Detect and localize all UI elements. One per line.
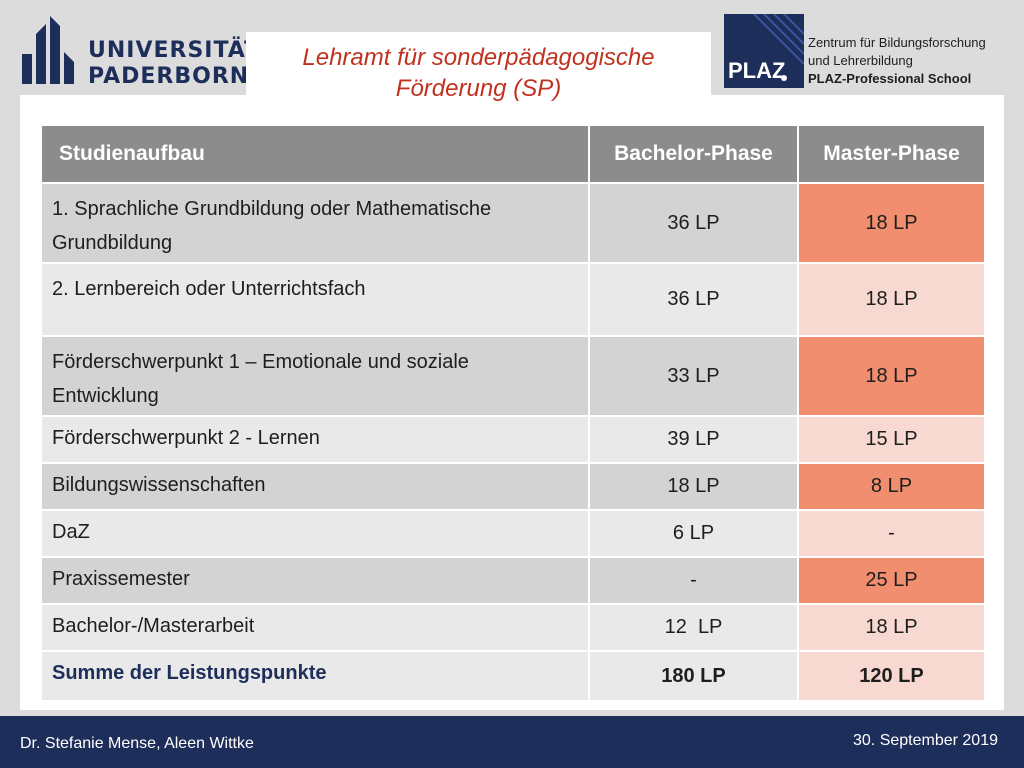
table-sum-row: Summe der Leistungspunkte 180 LP 120 LP [42, 652, 984, 700]
slide-title: Lehramt für sonderpädagogische Förderung… [246, 32, 711, 116]
table-header-row: Studienaufbau Bachelor-Phase Master-Phas… [42, 126, 984, 184]
row-label: Förderschwerpunkt 2 - Lernen [42, 417, 590, 462]
university-name-line2: PADERBORN [88, 64, 250, 89]
row-master: 8 LP [799, 464, 984, 509]
slide-title-line2: Förderung (SP) [395, 75, 562, 102]
header-master: Master-Phase [799, 126, 984, 182]
row-master: 18 LP [799, 605, 984, 650]
row-master: 18 LP [799, 184, 984, 262]
table-row: Förderschwerpunkt 1 – Emotionale und soz… [42, 337, 984, 417]
plaz-line-2: und Lehrerbildung [808, 53, 913, 68]
university-emblem-icon [22, 16, 74, 84]
plaz-logo: PLAZ [724, 14, 804, 88]
slide-footer: Dr. Stefanie Mense, Aleen Wittke 30. Sep… [0, 716, 1024, 768]
row-label: 1. Sprachliche Grundbildung oder Mathema… [42, 184, 590, 262]
table-row: Praxissemester - 25 LP [42, 558, 984, 605]
university-name-line1: UNIVERSITÄT [88, 38, 261, 63]
row-master: 25 LP [799, 558, 984, 603]
header-bachelor: Bachelor-Phase [590, 126, 799, 182]
table-row: Bachelor-/Masterarbeit 12 LP 18 LP [42, 605, 984, 652]
slide-title-line1: Lehramt für sonderpädagogische [302, 44, 655, 71]
plaz-description: Zentrum für Bildungsforschung und Lehrer… [808, 34, 986, 88]
header-studienaufbau: Studienaufbau [42, 126, 590, 182]
sum-bachelor: 180 LP [590, 652, 799, 700]
footer-authors: Dr. Stefanie Mense, Aleen Wittke [20, 735, 254, 752]
plaz-wordmark: PLAZ [728, 58, 786, 83]
table-row: 1. Sprachliche Grundbildung oder Mathema… [42, 184, 984, 264]
plaz-pattern-icon [753, 14, 804, 81]
plaz-line-1: Zentrum für Bildungsforschung [808, 35, 986, 50]
row-master: 15 LP [799, 417, 984, 462]
row-master: 18 LP [799, 264, 984, 335]
table-row: 2. Lernbereich oder Unterrichtsfach 36 L… [42, 264, 984, 337]
row-label: Förderschwerpunkt 1 – Emotionale und soz… [42, 337, 590, 415]
credits-table: Studienaufbau Bachelor-Phase Master-Phas… [42, 126, 984, 700]
row-master: 18 LP [799, 337, 984, 415]
row-bachelor: 36 LP [590, 184, 799, 262]
row-bachelor: 33 LP [590, 337, 799, 415]
row-master: - [799, 511, 984, 556]
row-bachelor: 39 LP [590, 417, 799, 462]
row-label: DaZ [42, 511, 590, 556]
row-label: Bachelor-/Masterarbeit [42, 605, 590, 650]
row-bachelor: 12 LP [590, 605, 799, 650]
table-row: Förderschwerpunkt 2 - Lernen 39 LP 15 LP [42, 417, 984, 464]
row-bachelor: 36 LP [590, 264, 799, 335]
row-bachelor: 6 LP [590, 511, 799, 556]
row-bachelor: 18 LP [590, 464, 799, 509]
footer-date: 30. September 2019 [853, 732, 998, 749]
table-row: Bildungswissenschaften 18 LP 8 LP [42, 464, 984, 511]
row-label: Bildungswissenschaften [42, 464, 590, 509]
table-row: DaZ 6 LP - [42, 511, 984, 558]
plaz-line-3: PLAZ-Professional School [808, 71, 972, 86]
row-label: Praxissemester [42, 558, 590, 603]
sum-label: Summe der Leistungspunkte [42, 652, 590, 700]
sum-master: 120 LP [799, 652, 984, 700]
row-bachelor: - [590, 558, 799, 603]
row-label: 2. Lernbereich oder Unterrichtsfach [42, 264, 590, 335]
university-logo: UNIVERSITÄT PADERBORN [18, 14, 259, 89]
